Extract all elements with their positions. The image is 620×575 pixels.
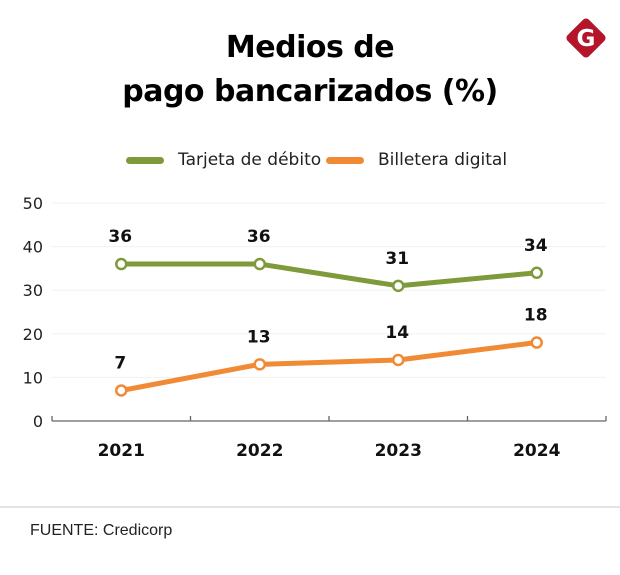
chart-title: Medios de pago bancarizados (%) [0,26,620,114]
data-point-tarjeta-de-d-bito-2022 [253,257,266,271]
legend-item-tarjeta-debito: Tarjeta de débito [126,150,321,170]
brand-g-diamond-icon: G [566,18,606,58]
data-point-tarjeta-de-d-bito-2023 [392,279,405,293]
x-tick-label-2024: 2024 [513,441,560,461]
x-tick-label-2021: 2021 [98,441,145,461]
data-label-tarjeta-de-d-bito-2023: 31 [385,249,409,269]
data-label-billetera-digital-2023: 14 [385,323,409,343]
series-line-billetera-digital [118,340,540,393]
source-note: FUENTE: Credicorp [30,522,173,539]
data-label-tarjeta-de-d-bito-2021: 36 [108,227,132,247]
y-tick-label-10: 10 [23,368,43,387]
data-label-tarjeta-de-d-bito-2024: 34 [524,236,548,256]
line-chart: 0 10 20 30 40 50 2021 2022 2023 2024 36 36 31 34 7 13 14… [23,194,607,461]
data-label-billetera-digital-2021: 7 [114,353,126,373]
y-tick-label-40: 40 [23,238,43,257]
data-point-billetera-digital-2023 [392,353,405,367]
x-tick-label-2022: 2022 [236,441,283,461]
data-point-tarjeta-de-d-bito-2024 [530,266,543,280]
data-label-billetera-digital-2022: 13 [247,327,271,347]
legend-swatch-tarjeta-debito [126,156,164,164]
chart-title-line-2: pago bancarizados (%) [122,74,498,109]
y-tick-label-0: 0 [33,412,43,431]
chart-title-line-1: Medios de [225,30,395,65]
logo-diamond [566,18,606,58]
logo-letter: G [577,26,596,52]
x-tick-label-2023: 2023 [375,441,422,461]
data-label-billetera-digital-2024: 18 [524,306,548,326]
y-tick-label-50: 50 [23,194,43,213]
data-point-billetera-digital-2022 [253,358,266,371]
legend-swatch-billetera-digital [326,156,364,164]
data-point-billetera-digital-2021 [115,384,128,397]
footer-divider [0,506,620,508]
chart-legend: Tarjeta de débito Billetera digital [0,150,620,174]
series-line-tarjeta-de-d-bito [118,261,540,289]
data-point-billetera-digital-2024 [530,336,543,349]
data-point-tarjeta-de-d-bito-2021 [115,257,128,271]
legend-label-billetera-digital: Billetera digital [378,150,508,170]
y-tick-label-20: 20 [23,325,43,344]
legend-label-tarjeta-debito: Tarjeta de débito [178,150,322,170]
y-tick-label-30: 30 [23,281,43,300]
legend-item-billetera-digital: Billetera digital [326,150,507,170]
data-label-tarjeta-de-d-bito-2022: 36 [247,227,271,247]
